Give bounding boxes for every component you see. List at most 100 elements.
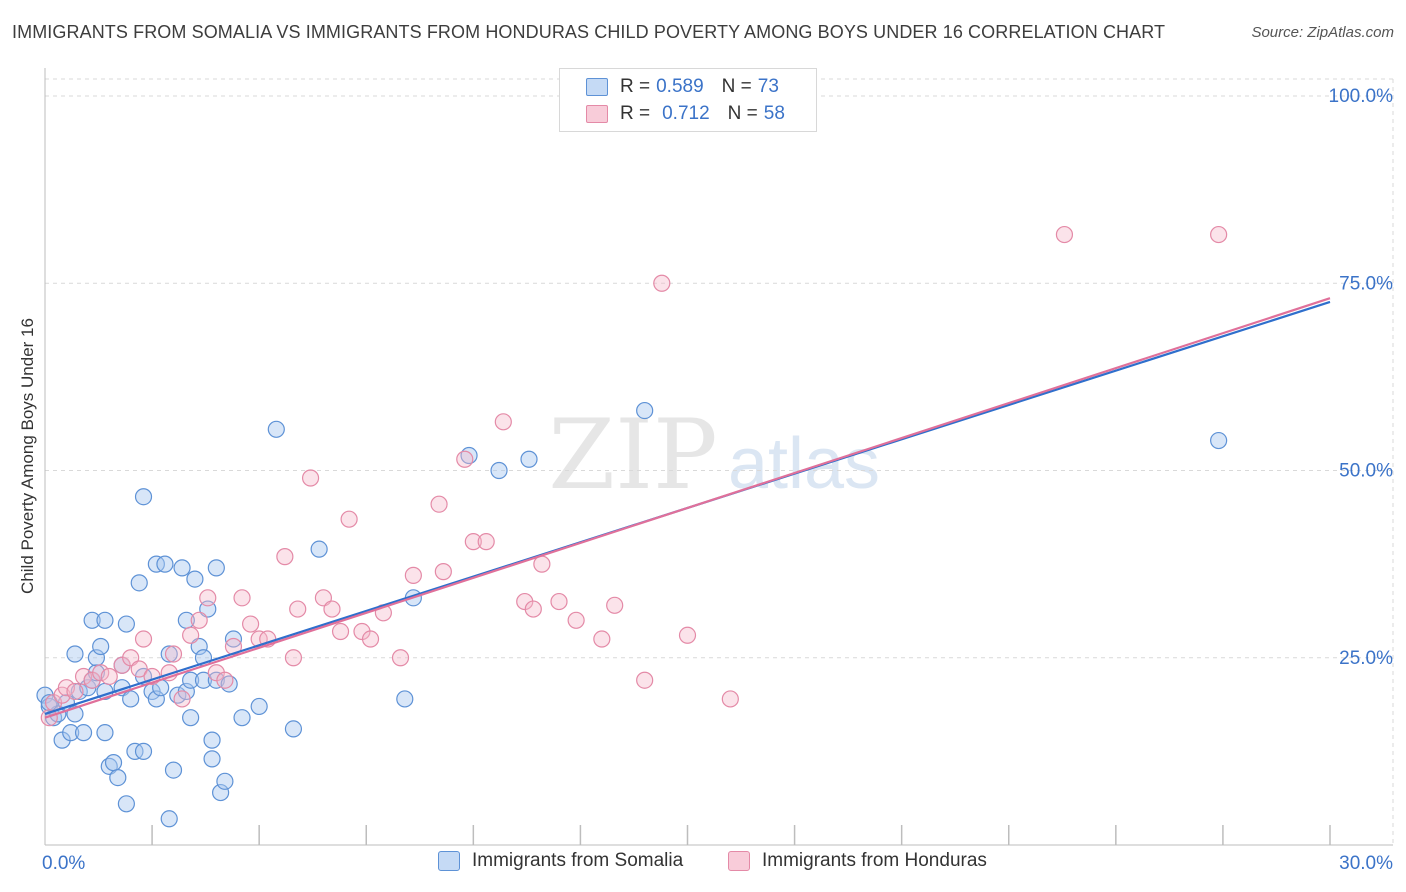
point-honduras — [653, 274, 671, 292]
series-legend-somalia: Immigrants from Somalia — [438, 850, 683, 872]
series-swatch-honduras — [728, 851, 750, 871]
legend-r-value-honduras: 0.712 — [662, 103, 710, 124]
point-honduras — [301, 469, 320, 487]
point-somalia — [186, 570, 204, 588]
point-somalia — [130, 574, 148, 592]
y-tick-label: 100.0% — [1329, 86, 1394, 107]
point-honduras — [164, 645, 183, 663]
point-somalia — [284, 720, 303, 738]
legend-n-value-honduras: 58 — [763, 103, 785, 124]
point-honduras — [276, 548, 294, 566]
grid-lines — [45, 78, 1394, 845]
point-honduras — [361, 630, 380, 648]
point-honduras — [721, 690, 739, 708]
point-honduras — [92, 664, 110, 682]
point-somalia — [203, 731, 221, 749]
point-somalia — [1210, 431, 1228, 450]
point-somalia — [134, 488, 153, 506]
y-tick-label: 50.0% — [1339, 461, 1393, 482]
point-somalia — [212, 783, 230, 802]
point-honduras — [173, 690, 191, 708]
point-somalia — [96, 724, 114, 742]
legend-r-label: R = — [620, 103, 651, 124]
point-somalia — [62, 724, 80, 742]
point-somalia — [216, 772, 234, 790]
point-honduras — [74, 667, 93, 686]
legend-r-label: R = — [620, 76, 651, 97]
point-somalia — [194, 671, 213, 689]
point-somalia — [109, 768, 127, 787]
point-honduras — [57, 679, 76, 697]
axes — [44, 68, 1393, 846]
point-honduras — [678, 626, 697, 644]
point-somalia — [203, 750, 221, 768]
point-somalia — [267, 420, 285, 438]
legend-swatch-honduras — [586, 105, 608, 123]
point-honduras — [494, 413, 512, 431]
legend-n-label: N = — [721, 76, 752, 97]
legend-row-honduras: R = 0.712 N = 58 — [586, 101, 785, 127]
tick-labels: 25.0% 50.0% 75.0% 100.0% 0.0% 30.0% — [42, 86, 1393, 874]
point-somalia — [96, 611, 114, 629]
point-honduras — [593, 630, 611, 648]
point-somalia — [490, 461, 508, 480]
point-somalia — [207, 559, 225, 577]
legend-n-value-somalia: 73 — [757, 76, 779, 97]
point-somalia — [396, 690, 414, 708]
series-legend-honduras: Immigrants from Honduras — [728, 850, 987, 872]
point-honduras — [284, 649, 303, 667]
trend-lines — [44, 297, 1331, 719]
series-name-somalia: Immigrants from Somalia — [472, 850, 684, 871]
point-somalia — [250, 697, 268, 716]
point-honduras — [636, 671, 654, 689]
point-honduras — [456, 450, 474, 468]
point-honduras — [477, 533, 495, 551]
point-somalia — [122, 690, 140, 708]
point-somalia — [117, 615, 135, 633]
point-honduras — [434, 563, 452, 581]
point-honduras — [233, 589, 251, 607]
series-honduras-points — [40, 225, 1228, 727]
y-tick-label: 75.0% — [1339, 273, 1393, 294]
x-tick-label: 30.0% — [1339, 853, 1393, 874]
series-name-honduras: Immigrants from Honduras — [762, 850, 987, 871]
point-somalia — [40, 694, 58, 712]
point-honduras — [242, 615, 260, 633]
point-honduras — [340, 510, 358, 528]
point-honduras — [66, 682, 84, 701]
source-label: Source: ZipAtlas.com — [1251, 24, 1394, 41]
point-somalia — [233, 709, 251, 727]
point-honduras — [182, 626, 200, 644]
legend-swatch-somalia — [586, 78, 608, 96]
point-honduras — [216, 671, 234, 689]
chart-title: IMMIGRANTS FROM SOMALIA VS IMMIGRANTS FR… — [12, 22, 1166, 42]
point-honduras — [130, 660, 148, 678]
point-honduras — [289, 600, 307, 618]
point-somalia — [83, 611, 101, 629]
point-honduras — [464, 533, 482, 551]
point-somalia — [182, 709, 200, 727]
point-somalia — [160, 645, 178, 663]
series-swatch-somalia — [438, 851, 460, 871]
point-somalia — [182, 671, 200, 689]
point-honduras — [430, 495, 448, 513]
point-honduras — [331, 622, 350, 641]
point-somalia — [66, 645, 84, 663]
stats-legend: R = 0.589 N = 73 R = 0.712 N = 58 — [559, 68, 817, 132]
point-honduras — [606, 596, 624, 614]
point-somalia — [147, 690, 165, 708]
y-tick-label: 25.0% — [1339, 648, 1393, 669]
point-honduras — [533, 555, 551, 573]
point-somalia — [117, 795, 135, 813]
point-honduras — [391, 649, 410, 667]
point-honduras — [1055, 225, 1074, 244]
trend-line-honduras — [44, 297, 1331, 719]
point-somalia — [310, 540, 328, 558]
point-honduras — [1210, 225, 1228, 244]
point-somalia — [160, 810, 178, 828]
y-axis-label: Child Poverty Among Boys Under 16 — [18, 318, 37, 594]
point-somalia — [74, 724, 93, 742]
point-somalia — [520, 450, 538, 468]
point-honduras — [404, 566, 422, 584]
